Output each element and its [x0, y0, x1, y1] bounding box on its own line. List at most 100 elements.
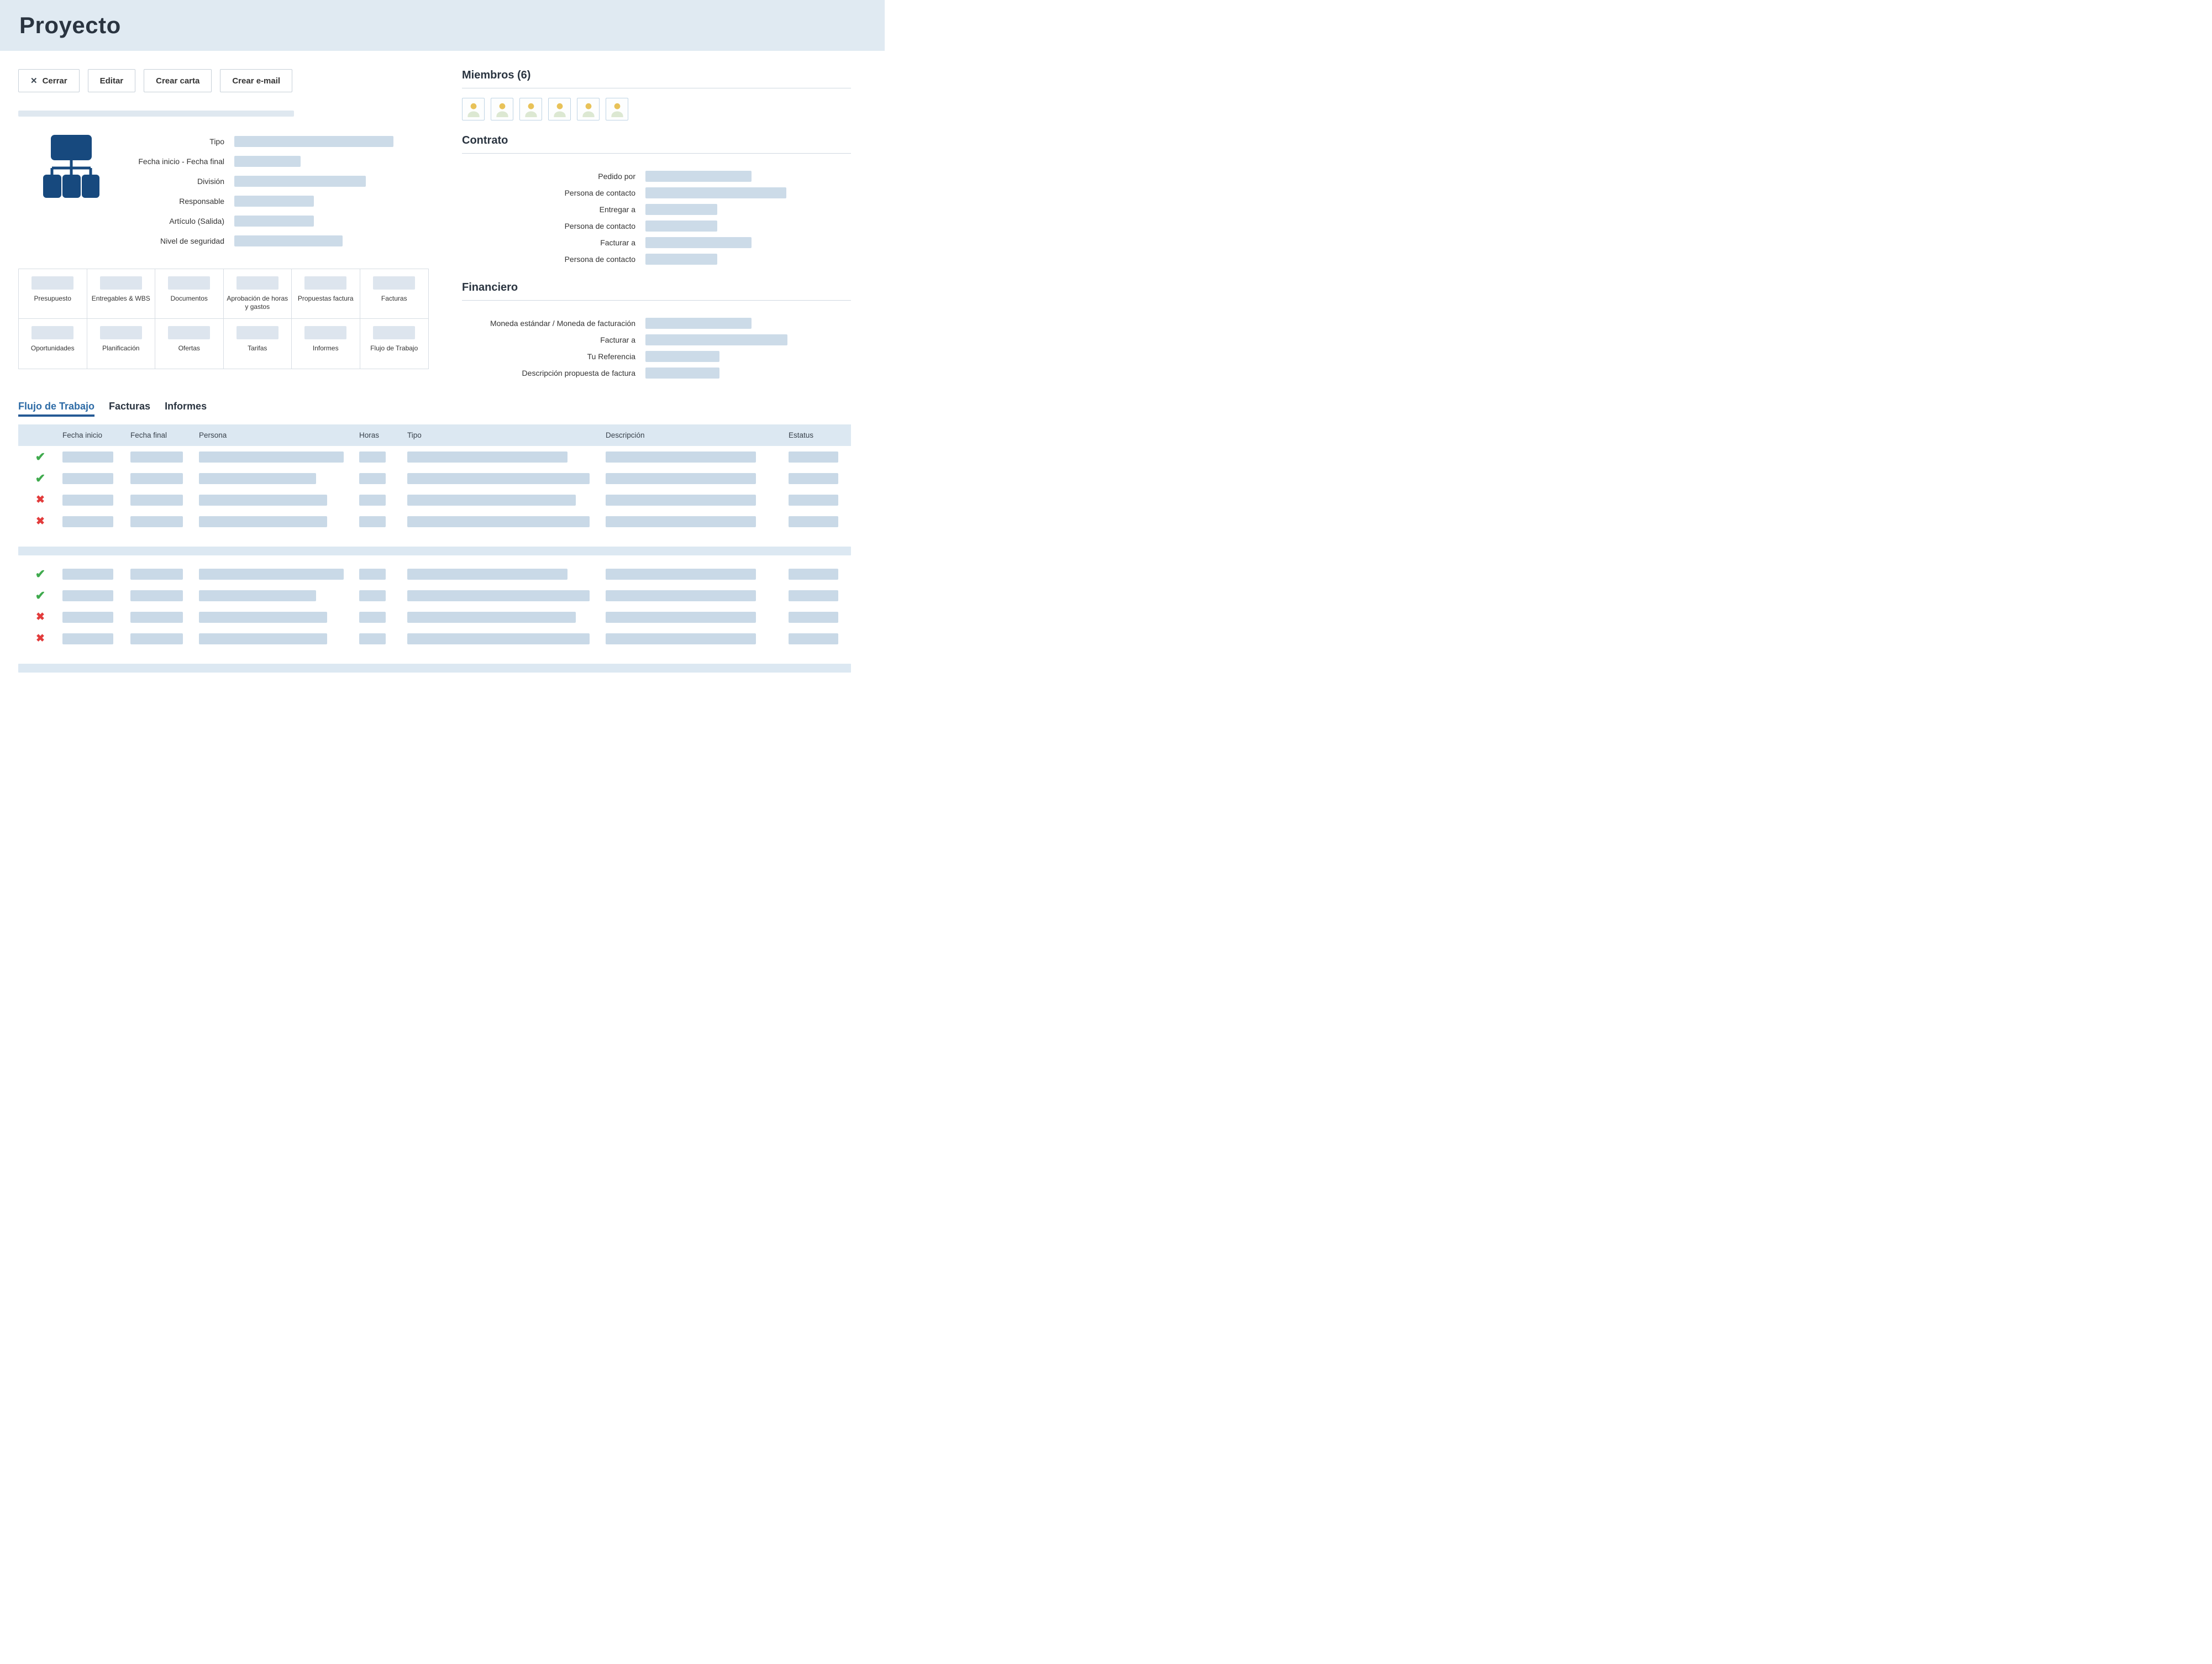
tile-informes[interactable]: Informes [292, 319, 360, 369]
tile-presupuesto[interactable]: Presupuesto [19, 269, 87, 319]
person-icon [609, 101, 626, 120]
tile-entregables-wbs[interactable]: Entregables & WBS [87, 269, 155, 319]
table-row[interactable]: ✖ [18, 606, 851, 628]
column-header-horas: Horas [359, 431, 380, 439]
table-cell [407, 516, 606, 527]
member-avatar[interactable] [606, 98, 628, 120]
tile-count-placeholder [373, 326, 416, 339]
tile-facturas[interactable]: Facturas [360, 269, 428, 319]
person-icon [580, 101, 597, 120]
field-row: Entregar a [462, 201, 851, 218]
tile-count-placeholder [31, 326, 74, 339]
cell-value-placeholder [606, 494, 756, 506]
cell-value-placeholder [199, 451, 344, 463]
table-cell [789, 633, 851, 644]
table-cell [606, 568, 789, 580]
field-label: Moneda estándar / Moneda de facturación [490, 318, 635, 328]
cell-value-placeholder [606, 516, 756, 527]
cell-value-placeholder [359, 611, 386, 623]
field-row: Descripción propuesta de factura [462, 365, 851, 381]
tile-label: Propuestas factura [297, 295, 354, 302]
field-value-placeholder [234, 176, 366, 187]
table-cell [62, 568, 130, 580]
field-value-placeholder [645, 318, 752, 329]
tile-count-placeholder [168, 276, 211, 290]
cell-value-placeholder [62, 633, 113, 644]
page-header: Proyecto [0, 0, 885, 51]
field-value-placeholder [645, 368, 719, 379]
table-cell [199, 590, 359, 601]
tile-tarifas[interactable]: Tarifas [223, 319, 292, 369]
table-cell [199, 611, 359, 623]
field-value-placeholder [234, 196, 314, 207]
cell-value-placeholder [789, 516, 838, 527]
tile-flujo-de-trabajo[interactable]: Flujo de Trabajo [360, 319, 428, 369]
table-cell [606, 451, 789, 463]
table-row[interactable]: ✔ [18, 585, 851, 606]
cell-value-placeholder [359, 451, 386, 463]
create-letter-button[interactable]: Crear carta [144, 69, 212, 92]
tabs: Flujo de Trabajo Facturas Informes [18, 401, 851, 417]
close-button[interactable]: ✕ Cerrar [18, 69, 80, 92]
table-cell [359, 568, 407, 580]
table-row[interactable]: ✔ [18, 563, 851, 585]
table-cell [359, 473, 407, 484]
tile-propuestas-factura[interactable]: Propuestas factura [292, 269, 360, 319]
table-cell [62, 633, 130, 644]
toolbar: ✕ Cerrar Editar Crear carta Crear e-mail [18, 69, 429, 92]
table-row[interactable]: ✖ [18, 489, 851, 511]
table-row[interactable]: ✖ [18, 511, 851, 532]
table-cell [130, 473, 199, 484]
tab-informes[interactable]: Informes [165, 401, 207, 412]
tile-ofertas[interactable]: Ofertas [155, 319, 224, 369]
cell-value-placeholder [359, 633, 386, 644]
field-label: Persona de contacto [564, 254, 635, 264]
edit-button[interactable]: Editar [87, 69, 136, 92]
tile-count-placeholder [99, 276, 142, 290]
cell-value-placeholder [407, 516, 590, 527]
table-cell [789, 494, 851, 506]
close-icon: ✕ [30, 76, 38, 86]
financial-title: Financiero [462, 281, 851, 301]
field-row: Persona de contacto [462, 218, 851, 234]
member-avatar[interactable] [577, 98, 600, 120]
check-icon: ✔ [35, 449, 46, 464]
field-label: Persona de contacto [564, 221, 635, 230]
tile-aprobacion-de-horas-y-gastos[interactable]: Aprobación de horas y gastos [223, 269, 292, 319]
field-label: Persona de contacto [564, 188, 635, 197]
member-avatar[interactable] [519, 98, 542, 120]
project-page: Proyecto ✕ Cerrar Editar Crear carta Crear e… [0, 0, 885, 688]
cell-value-placeholder [62, 611, 113, 623]
table-cell [62, 473, 130, 484]
field-label: Entregar a [599, 204, 635, 214]
member-avatar[interactable] [491, 98, 513, 120]
field-label: Artículo (Salida) [169, 216, 224, 225]
cell-value-placeholder [130, 611, 183, 623]
table-row[interactable]: ✔ [18, 468, 851, 489]
tile-oportunidades[interactable]: Oportunidades [19, 319, 87, 369]
tile-documentos[interactable]: Documentos [155, 269, 224, 319]
table-row[interactable]: ✔ [18, 446, 851, 468]
tile-label: Tarifas [248, 344, 267, 352]
table-cell [407, 611, 606, 623]
table-cell [62, 451, 130, 463]
create-email-button[interactable]: Crear e-mail [220, 69, 293, 92]
tab-facturas[interactable]: Facturas [109, 401, 151, 412]
cell-value-placeholder [62, 451, 113, 463]
field-label: División [197, 176, 224, 186]
tile-label: Documentos [170, 295, 208, 302]
group-separator [18, 547, 851, 555]
member-avatar[interactable] [548, 98, 571, 120]
field-row: División [124, 171, 429, 191]
member-avatar[interactable] [462, 98, 485, 120]
column-header-fecha-inicio: Fecha inicio [62, 431, 103, 439]
project-fields: Tipo Fecha inicio - Fecha final División Re… [124, 132, 429, 251]
tab-flujo-de-trabajo[interactable]: Flujo de Trabajo [18, 401, 95, 417]
cell-value-placeholder [130, 590, 183, 601]
table-cell [407, 451, 606, 463]
table-row[interactable]: ✖ [18, 628, 851, 649]
tile-planificacion[interactable]: Planificación [87, 319, 155, 369]
field-row: Tipo [124, 132, 429, 151]
field-label: Descripción propuesta de factura [522, 368, 635, 377]
field-row: Facturar a [462, 332, 851, 348]
